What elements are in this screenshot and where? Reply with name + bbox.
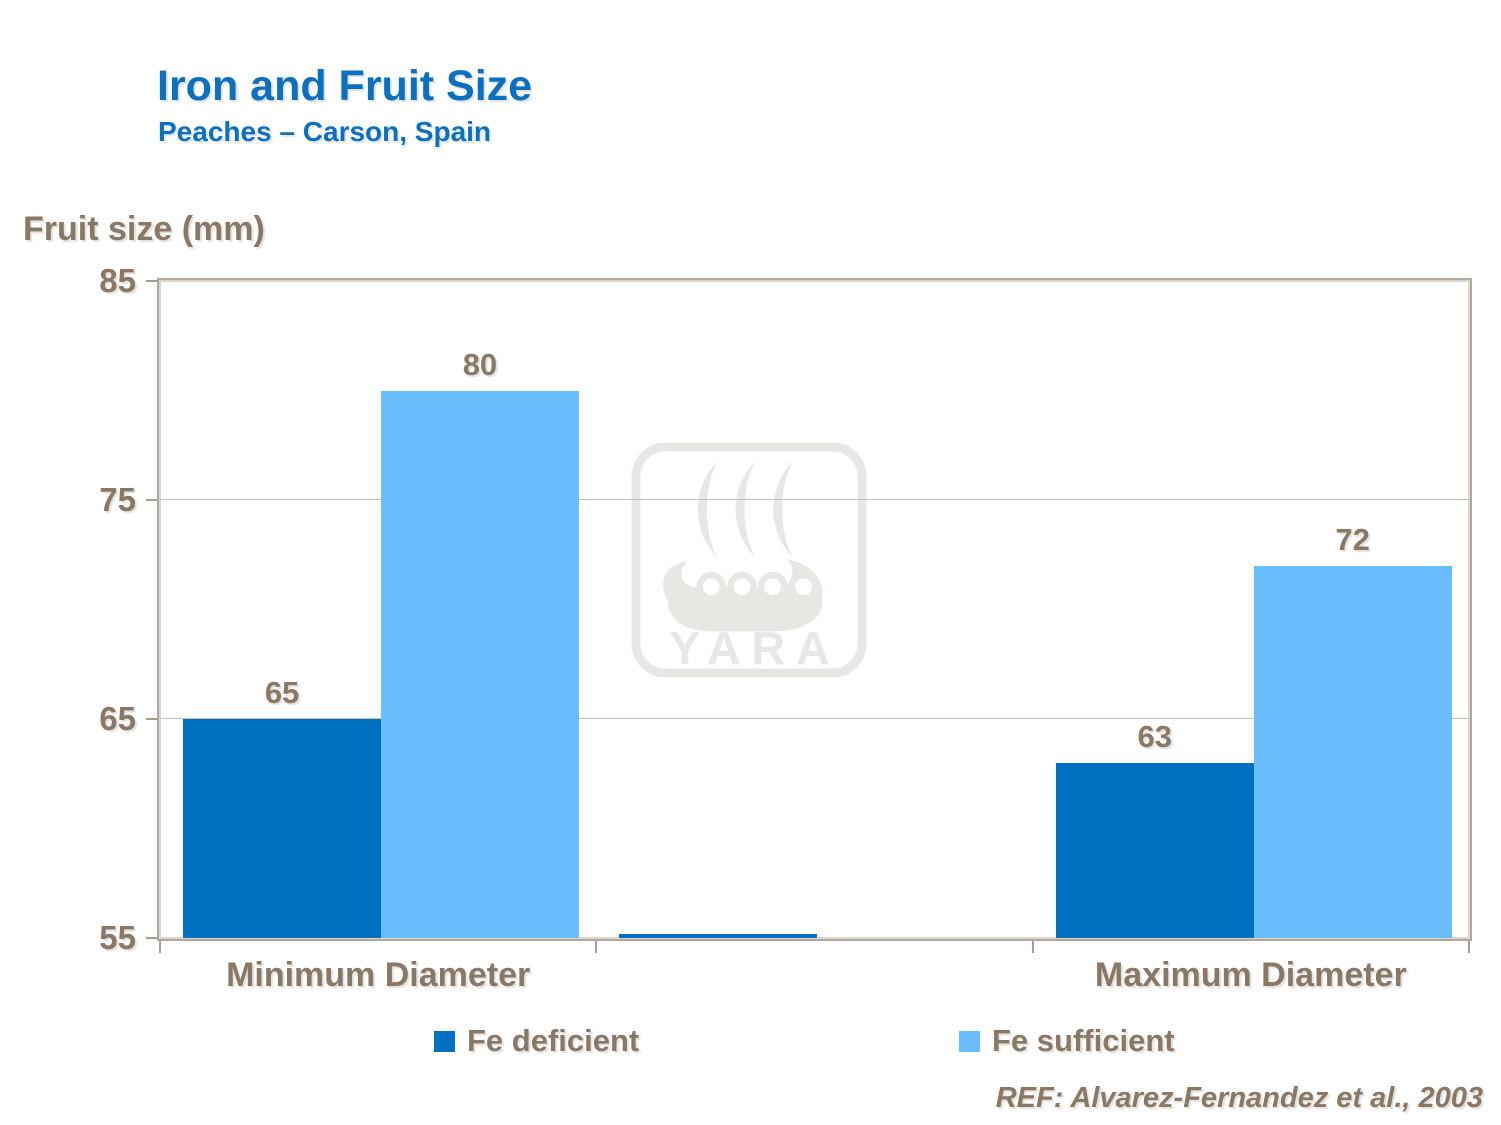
bar-fe-deficient-cat1 [619,933,818,938]
bar-value-label: 80 [462,346,498,382]
y-tick-label: 55 [99,919,136,956]
legend-item-fe-sufficient: Fe sufficient [959,1023,1175,1058]
gridline [160,718,1469,719]
y-tick-label: 65 [99,700,136,737]
plot-interior: YARA 65 63 80 72 [160,281,1469,938]
legend-swatch-fe-sufficient [959,1030,980,1052]
y-axis-title: Fruit size (mm) [23,210,265,248]
category-label-maximum-diameter: Maximum Diameter [1094,956,1407,994]
bar-fe-deficient-cat0 [183,719,381,938]
bar-value-label: 63 [1137,718,1172,754]
legend-label: Fe deficient [467,1023,640,1058]
x-tick-mark [595,941,598,953]
viking-ship-sails-icon [697,461,793,558]
x-tick-mark [1031,941,1034,953]
y-tick-mark [146,718,157,720]
y-tick-mark [146,937,157,939]
legend-swatch-fe-deficient [434,1030,455,1052]
watermark-text: YARA [669,622,840,674]
y-tick-mark [146,280,157,282]
y-tick-label: 75 [99,481,136,518]
x-tick-mark [1468,941,1470,953]
legend-label: Fe sufficient [992,1023,1175,1058]
bar-value-label: 65 [264,675,300,710]
legend-item-fe-deficient: Fe deficient [434,1023,640,1058]
viking-ship-hull-icon [663,559,823,632]
page-subtitle: Peaches – Carson, Spain [158,116,492,147]
y-tick-mark [146,499,157,501]
y-tick-label: 85 [99,262,136,299]
bar-fe-deficient-cat2 [1055,762,1254,938]
bar-value-label: 72 [1335,521,1370,557]
reference-text: REF: Alvarez-Fernandez et al., 2003 [995,1082,1483,1114]
bar-fe-sufficient-cat2 [1253,565,1452,938]
yara-watermark: YARA [631,442,867,678]
watermark-border [631,442,867,678]
x-tick-mark [159,941,161,953]
bar-fe-sufficient-cat0 [381,390,579,938]
category-label-minimum-diameter: Minimum Diameter [226,956,531,994]
gridline [160,499,1469,500]
page-title: Iron and Fruit Size [157,62,533,110]
